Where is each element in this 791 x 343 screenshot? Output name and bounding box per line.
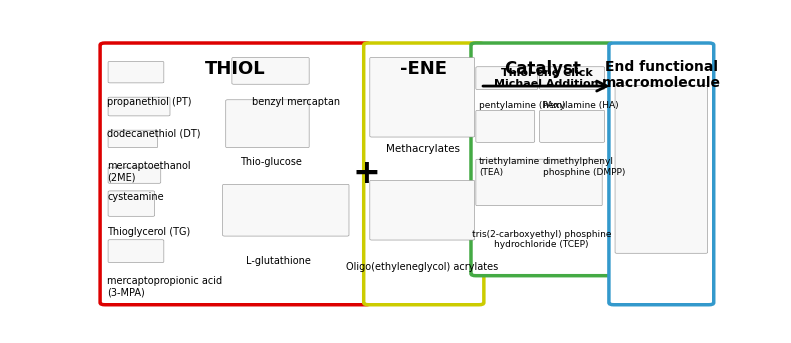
FancyBboxPatch shape (370, 58, 475, 137)
Text: dodecanethiol (DT): dodecanethiol (DT) (108, 128, 201, 138)
Text: -ENE: -ENE (400, 60, 447, 78)
Text: L-glutathione: L-glutathione (246, 257, 311, 267)
FancyBboxPatch shape (539, 110, 604, 142)
FancyBboxPatch shape (108, 240, 164, 262)
Text: benzyl mercaptan: benzyl mercaptan (252, 97, 340, 107)
FancyBboxPatch shape (108, 167, 161, 183)
FancyBboxPatch shape (476, 67, 538, 90)
Text: Methacrylates: Methacrylates (385, 144, 460, 154)
Text: Thio-glucose: Thio-glucose (240, 157, 301, 167)
Text: hexylamine (HA): hexylamine (HA) (543, 100, 619, 109)
FancyBboxPatch shape (364, 43, 484, 305)
Text: +: + (353, 157, 380, 190)
FancyBboxPatch shape (471, 43, 614, 276)
Text: mercaptoethanol
(2ME): mercaptoethanol (2ME) (108, 161, 191, 183)
Text: dimethylphenyl
phosphine (DMPP): dimethylphenyl phosphine (DMPP) (543, 157, 625, 177)
Text: triethylamine
(TEA): triethylamine (TEA) (479, 157, 540, 177)
FancyBboxPatch shape (370, 180, 475, 240)
FancyBboxPatch shape (609, 43, 713, 305)
FancyBboxPatch shape (223, 184, 349, 236)
FancyBboxPatch shape (232, 58, 309, 84)
Text: End functional
macromolecule: End functional macromolecule (602, 60, 721, 90)
Text: Catalyst: Catalyst (504, 60, 581, 78)
FancyBboxPatch shape (615, 85, 708, 253)
Text: Thioglycerol (TG): Thioglycerol (TG) (108, 227, 191, 237)
Text: mercaptopropionic acid
(3-MPA): mercaptopropionic acid (3-MPA) (108, 276, 222, 298)
Text: tris(2-carboxyethyl) phosphine
hydrochloride (TCEP): tris(2-carboxyethyl) phosphine hydrochlo… (471, 230, 611, 249)
Text: cysteamine: cysteamine (108, 192, 164, 202)
Text: pentylamine (PAm): pentylamine (PAm) (479, 100, 566, 109)
FancyBboxPatch shape (225, 100, 309, 147)
Text: Thiol-ene Click
Michael Addition: Thiol-ene Click Michael Addition (494, 68, 599, 89)
Text: Oligo(ethyleneglycol) acrylates: Oligo(ethyleneglycol) acrylates (346, 262, 498, 272)
FancyBboxPatch shape (108, 97, 170, 116)
FancyBboxPatch shape (100, 43, 370, 305)
FancyBboxPatch shape (476, 110, 535, 142)
FancyBboxPatch shape (108, 191, 155, 216)
Text: propanethiol (PT): propanethiol (PT) (108, 97, 192, 107)
FancyBboxPatch shape (108, 61, 164, 83)
FancyBboxPatch shape (476, 159, 602, 206)
Text: THIOL: THIOL (205, 60, 266, 78)
FancyBboxPatch shape (108, 130, 157, 147)
FancyBboxPatch shape (539, 67, 604, 90)
